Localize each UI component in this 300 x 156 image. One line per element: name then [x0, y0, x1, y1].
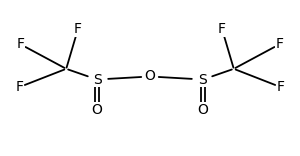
- Text: F: F: [275, 37, 284, 51]
- Text: F: F: [218, 22, 226, 36]
- Text: S: S: [93, 73, 101, 87]
- Text: F: F: [74, 22, 82, 36]
- Text: S: S: [199, 73, 207, 87]
- Text: F: F: [16, 37, 25, 51]
- Text: F: F: [15, 80, 23, 94]
- Text: O: O: [145, 69, 155, 83]
- Text: F: F: [277, 80, 285, 94]
- Text: O: O: [92, 103, 103, 117]
- Text: O: O: [197, 103, 208, 117]
